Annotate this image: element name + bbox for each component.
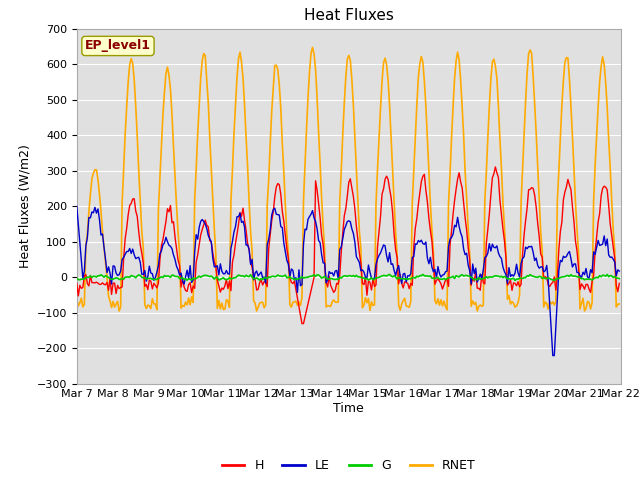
RNET	[73, 297, 81, 303]
G	[616, 276, 623, 281]
RNET	[235, 56, 243, 62]
LE	[616, 268, 623, 274]
X-axis label: Time: Time	[333, 402, 364, 415]
G	[235, 272, 243, 278]
Title: Heat Fluxes: Heat Fluxes	[304, 9, 394, 24]
H	[235, 222, 243, 228]
Line: LE: LE	[77, 206, 620, 356]
RNET	[580, 308, 588, 314]
Y-axis label: Heat Fluxes (W/m2): Heat Fluxes (W/m2)	[18, 144, 31, 268]
LE	[587, 267, 595, 273]
RNET	[140, 246, 147, 252]
H	[262, 279, 269, 285]
H	[73, 280, 81, 286]
G	[262, 275, 269, 281]
G	[140, 275, 147, 281]
G	[588, 277, 596, 283]
Legend: H, LE, G, RNET: H, LE, G, RNET	[217, 454, 481, 477]
G	[73, 276, 81, 281]
H	[492, 164, 499, 170]
LE	[235, 214, 243, 219]
Text: EP_level1: EP_level1	[85, 39, 151, 52]
LE	[262, 280, 269, 286]
RNET	[616, 301, 623, 307]
LE	[549, 353, 557, 359]
G	[310, 272, 318, 277]
H	[588, 278, 596, 284]
LE	[73, 204, 81, 209]
G	[253, 275, 260, 281]
LE	[310, 215, 318, 221]
H	[312, 178, 319, 184]
RNET	[308, 45, 316, 50]
Line: RNET: RNET	[77, 48, 620, 311]
H	[140, 260, 147, 266]
LE	[253, 268, 260, 274]
Line: G: G	[77, 275, 620, 280]
RNET	[253, 308, 260, 314]
RNET	[588, 300, 596, 306]
RNET	[312, 66, 319, 72]
G	[386, 272, 394, 277]
H	[298, 321, 306, 326]
H	[253, 287, 260, 293]
RNET	[262, 302, 269, 308]
H	[616, 280, 623, 286]
Line: H: H	[77, 167, 620, 324]
LE	[140, 272, 147, 277]
G	[511, 277, 519, 283]
